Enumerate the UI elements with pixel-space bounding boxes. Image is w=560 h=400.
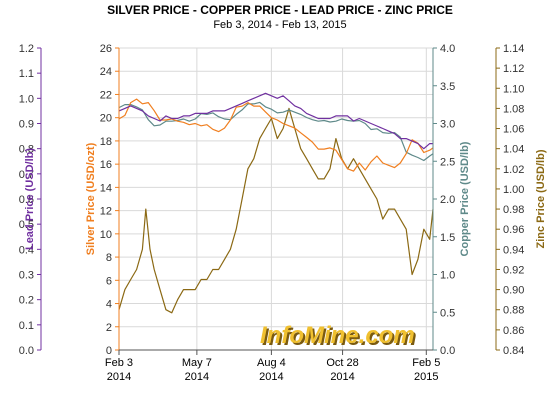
x-tick-year: 2014 [259, 371, 283, 383]
x-tick-year: 2014 [107, 371, 131, 383]
zinc-tick-label: 1.06 [503, 124, 524, 136]
copper-tick-label: 4.0 [440, 43, 455, 55]
lead-tick-label: 0.9 [19, 119, 34, 131]
silver-tick-label: 24 [100, 66, 112, 78]
x-tick-label: Oct 28 [326, 357, 358, 369]
silver-tick-label: 6 [106, 275, 112, 287]
copper-tick-label: 1.0 [440, 270, 455, 282]
plot-area [118, 47, 434, 351]
copper-tick-label: 1.5 [440, 232, 455, 244]
silver-tick-label: 14 [100, 182, 112, 194]
silver-tick-label: 0 [106, 345, 112, 357]
zinc-tick-label: 0.98 [503, 204, 524, 216]
silver-tick-label: 10 [100, 229, 112, 241]
copper-tick-label: 0.0 [440, 345, 455, 357]
zinc-series-line [118, 107, 434, 314]
lead-tick-label: 0.7 [19, 169, 34, 181]
lead-tick-label: 0.2 [19, 295, 34, 307]
lead-tick-label: 1.2 [19, 43, 34, 55]
plot-frame [118, 47, 434, 351]
copper-tick-label: 2.0 [440, 194, 455, 206]
silver-tick-label: 2 [106, 322, 112, 334]
watermark: InfoMine.com InfoMine.com [260, 322, 417, 351]
x-tick-label: Feb 5 [412, 357, 440, 369]
copper-series-line [118, 101, 434, 162]
lead-tick-label: 1.0 [19, 93, 34, 105]
copper-axis-title: Copper Price (USD/lb) [459, 141, 471, 256]
silver-tick-label: 26 [100, 43, 112, 55]
copper-tick-label: 2.5 [440, 156, 455, 168]
x-tick-year: 2015 [414, 371, 438, 383]
x-tick-year: 2014 [330, 371, 354, 383]
chart-subtitle: Feb 3, 2014 - Feb 13, 2015 [213, 19, 346, 31]
zinc-tick-label: 0.94 [503, 244, 524, 256]
copper-tick-label: 3.0 [440, 119, 455, 131]
zinc-tick-label: 1.02 [503, 164, 524, 176]
zinc-tick-label: 1.10 [503, 83, 524, 95]
zinc-tick-label: 0.92 [503, 264, 524, 276]
silver-tick-label: 20 [100, 113, 112, 125]
lead-tick-label: 0.0 [19, 345, 34, 357]
zinc-tick-label: 1.04 [503, 144, 524, 156]
zinc-tick-label: 1.08 [503, 103, 524, 115]
copper-tick-label: 0.5 [440, 307, 455, 319]
x-tick-year: 2014 [185, 371, 209, 383]
zinc-tick-label: 0.88 [503, 305, 524, 317]
zinc-tick-label: 1.00 [503, 184, 524, 196]
copper-tick-label: 3.5 [440, 81, 455, 93]
zinc-tick-label: 0.86 [503, 325, 524, 337]
lead-series-line [118, 92, 433, 150]
zinc-tick-label: 0.96 [503, 224, 524, 236]
lead-tick-label: 0.1 [19, 320, 34, 332]
silver-tick-label: 22 [100, 89, 112, 101]
axes: 0.0 0.1 0.2 0.3 0.4 0.5 0.6 0.7 0.8 0.9 1.0 1.1 1.2 L… [19, 43, 547, 383]
x-tick-label: Feb 3 [105, 357, 133, 369]
watermark-text: InfoMine.com [260, 322, 415, 349]
lead-axis-title: Lead Price (USD/lb) [24, 148, 36, 250]
x-tick-label: May 7 [182, 357, 212, 369]
silver-tick-label: 16 [100, 159, 112, 171]
series-lines [118, 92, 434, 314]
lead-tick-label: 0.6 [19, 194, 34, 206]
zinc-tick-label: 0.84 [503, 345, 524, 357]
silver-axis-title: Silver Price (USD/ozt) [85, 142, 97, 255]
zinc-tick-label: 0.90 [503, 285, 524, 297]
zinc-tick-label: 1.12 [503, 63, 524, 75]
lead-tick-label: 1.1 [19, 68, 34, 80]
zinc-axis-title: Zinc Price (USD/lb) [535, 149, 547, 248]
x-tick-label: Aug 4 [257, 357, 286, 369]
silver-tick-label: 8 [106, 252, 112, 264]
silver-tick-label: 4 [106, 299, 112, 311]
silver-tick-label: 18 [100, 136, 112, 148]
silver-tick-label: 12 [100, 206, 112, 218]
lead-tick-label: 0.3 [19, 270, 34, 282]
lead-tick-label: 0.5 [19, 219, 34, 231]
chart-title: SILVER PRICE - COPPER PRICE - LEAD PRICE… [107, 3, 453, 17]
watermark-shadow: InfoMine.com [262, 324, 417, 351]
lead-tick-label: 0.4 [19, 244, 34, 256]
lead-tick-label: 0.8 [19, 144, 34, 156]
zinc-tick-label: 1.14 [503, 43, 524, 55]
